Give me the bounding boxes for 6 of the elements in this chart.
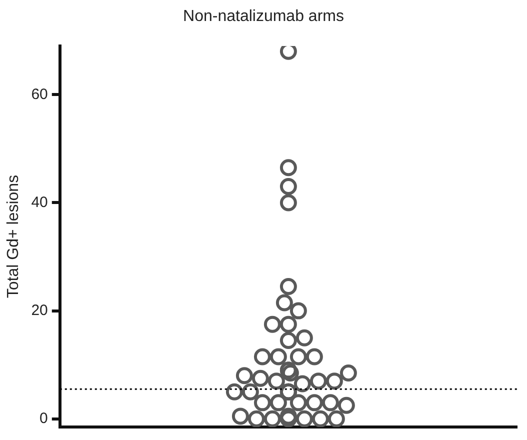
y-tick-label: 20 <box>31 302 48 319</box>
y-axis-title: Total Gd+ lesions <box>5 174 22 298</box>
y-tick-label: 0 <box>40 410 48 428</box>
y-tick-label: 60 <box>31 86 48 103</box>
y-tick-label: 40 <box>31 194 48 211</box>
chart-title: Non-natalizumab arms <box>182 8 345 26</box>
